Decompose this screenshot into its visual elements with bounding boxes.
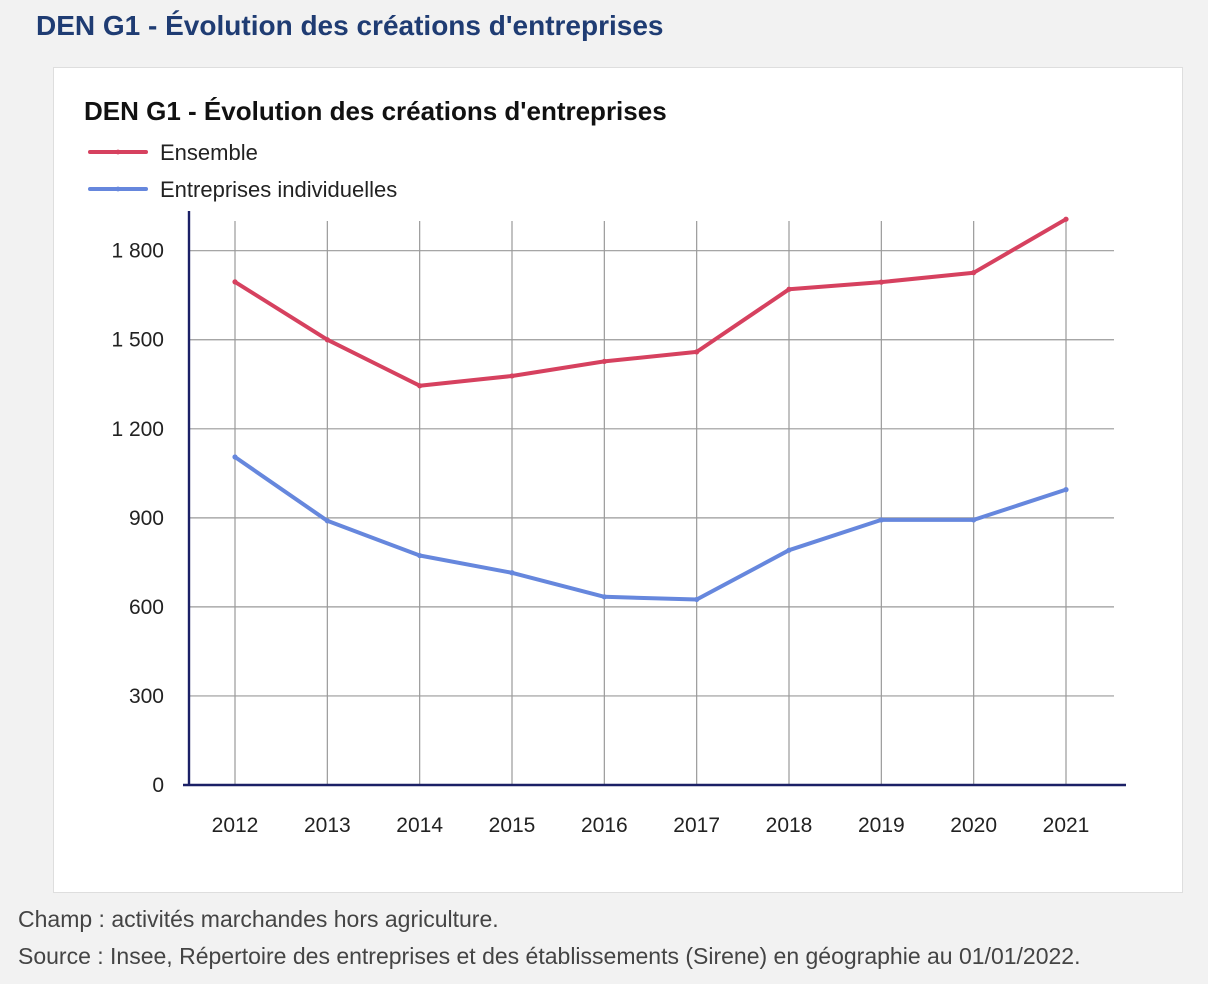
footnote-source: Source : Insee, Répertoire des entrepris… <box>18 943 1081 969</box>
x-tick-label: 2021 <box>1043 814 1090 837</box>
data-point <box>601 594 607 600</box>
data-point <box>232 454 238 460</box>
data-point <box>601 358 607 365</box>
data-point <box>971 517 977 523</box>
data-point <box>694 349 700 355</box>
data-point <box>786 547 792 553</box>
y-tick-label: 300 <box>129 685 164 708</box>
page-title: DEN G1 - Évolution des créations d'entre… <box>36 10 664 41</box>
data-point <box>878 517 884 523</box>
y-tick-label: 0 <box>152 774 164 797</box>
data-point <box>971 270 977 276</box>
x-tick-label: 2020 <box>950 814 997 837</box>
x-tick-label: 2015 <box>489 814 536 837</box>
y-tick-label: 1 800 <box>111 240 164 263</box>
chart-tick-labels: 0 300 600 900 1 200 1 500 1 800 2012 2013 2014 201… <box>111 240 1089 837</box>
legend-label: Ensemble <box>160 140 258 165</box>
chart-legend: Ensemble Entreprises individuelles <box>88 140 397 202</box>
data-point <box>1063 487 1069 493</box>
data-point <box>417 383 423 389</box>
chart-series <box>232 216 1069 603</box>
x-tick-label: 2017 <box>673 814 720 837</box>
x-tick-label: 2014 <box>396 814 443 837</box>
data-point <box>417 552 423 559</box>
chart-axes <box>183 211 1126 787</box>
data-point <box>509 570 515 576</box>
y-tick-label: 1 500 <box>111 329 164 352</box>
series-line <box>233 217 1068 388</box>
y-tick-label: 1 200 <box>111 418 164 441</box>
legend-marker <box>115 149 121 155</box>
y-tick-label: 900 <box>129 507 164 530</box>
chart-title: DEN G1 - Évolution des créations d'entre… <box>84 96 667 126</box>
data-point <box>324 337 330 343</box>
chart-grid <box>189 221 1114 785</box>
data-point <box>232 279 238 285</box>
data-point <box>878 279 884 285</box>
data-point <box>324 518 330 524</box>
legend-label: Entreprises individuelles <box>160 177 397 202</box>
x-tick-label: 2013 <box>304 814 351 837</box>
legend-marker <box>115 186 121 192</box>
x-tick-label: 2019 <box>858 814 905 837</box>
footnote-champ: Champ : activités marchandes hors agricu… <box>18 906 499 932</box>
x-tick-label: 2018 <box>766 814 813 837</box>
line-chart: DEN G1 - Évolution des créations d'entre… <box>84 96 1126 837</box>
series-line <box>233 455 1068 602</box>
data-point <box>1063 216 1069 222</box>
data-point <box>786 286 792 292</box>
y-tick-label: 600 <box>129 596 164 619</box>
chart-card: DEN G1 - Évolution des créations d'entre… <box>53 67 1183 893</box>
data-point <box>509 373 515 379</box>
x-tick-label: 2012 <box>212 814 259 837</box>
data-point <box>694 596 700 603</box>
x-tick-label: 2016 <box>581 814 628 837</box>
